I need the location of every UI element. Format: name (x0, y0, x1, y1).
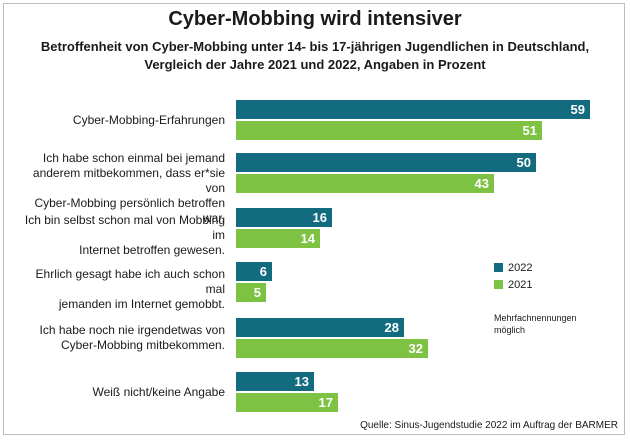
category-label-line: Weiß nicht/keine Angabe (92, 384, 225, 399)
bar-2022 (236, 372, 314, 391)
bar-2022 (236, 208, 332, 227)
bar-2022 (236, 100, 590, 119)
bar-2021 (236, 283, 266, 302)
bar-2022 (236, 153, 536, 172)
category-label: Ich bin selbst schon mal von Mobbing im I… (15, 213, 225, 258)
category-label-line: Ich bin selbst schon mal von Mobbing im (24, 213, 225, 242)
category-label-line: anderem mitbekommen, dass er*sie von (32, 165, 225, 195)
legend-swatch-2021 (494, 280, 503, 289)
bar-value-label: 6 (259, 264, 267, 279)
bar-value-label: 13 (294, 374, 309, 389)
legend-item-2021: 2021 (494, 279, 532, 291)
bar-2021 (236, 393, 338, 412)
bar-value-label: 5 (253, 285, 261, 300)
category-label: Ich habe schon einmal bei jemand anderem … (15, 151, 225, 226)
category-label-line: jemanden im Internet gemobbt. (58, 297, 225, 311)
bar-value-label: 50 (516, 155, 531, 170)
bar-value-label: 28 (384, 320, 399, 335)
bar-value-label: 32 (408, 341, 423, 356)
legend-label-2021: 2021 (508, 279, 533, 291)
bar-2021 (236, 174, 494, 193)
subtitle-line-1: Betroffenheit von Cyber-Mobbing unter 14… (40, 39, 590, 54)
bar-2022 (236, 262, 272, 281)
subtitle-line-2: Vergleich der Jahre 2021 und 2022, Angab… (144, 57, 486, 72)
bar-value-label: 17 (318, 395, 333, 410)
legend-label-2022: 2022 (508, 262, 533, 274)
source-note: Quelle: Sinus-Jugendstudie 2022 im Auftr… (360, 420, 618, 431)
bar-2021 (236, 339, 428, 358)
bar-value-label: 16 (312, 210, 327, 225)
category-label-line: Ich habe noch nie irgendetwas von (39, 323, 225, 337)
category-label-line: Ich habe schon einmal bei jemand (42, 150, 225, 165)
category-label: Cyber-Mobbing-Erfahrungen (15, 113, 225, 128)
bar-2021 (236, 121, 542, 140)
footnote-multiple-answers: Mehrfachnennungen möglich (494, 312, 594, 336)
category-label-line: Ehrlich gesagt habe ich auch schon mal (35, 267, 225, 296)
bar-2021 (236, 229, 320, 248)
legend-item-2022: 2022 (494, 262, 532, 274)
footnote-line-1: Mehrfachnennungen (494, 313, 577, 323)
bar-value-label: 59 (570, 102, 585, 117)
category-label-line: Cyber-Mobbing-Erfahrungen (72, 112, 225, 127)
category-label-line: Internet betroffen gewesen. (79, 243, 225, 257)
chart-subtitle: Betroffenheit von Cyber-Mobbing unter 14… (20, 38, 610, 74)
bar-value-label: 14 (300, 231, 315, 246)
category-label-line: Cyber-Mobbing persönlich betroffen war. (34, 195, 225, 225)
bar-value-label: 43 (474, 176, 489, 191)
footnote-line-2: möglich (494, 325, 526, 335)
category-label: Ehrlich gesagt habe ich auch schon mal je… (15, 267, 225, 312)
bar-value-label: 51 (522, 123, 537, 138)
category-label-line: Cyber-Mobbing mitbekommen. (60, 338, 225, 352)
legend-swatch-2022 (494, 263, 503, 272)
category-label: Ich habe noch nie irgendetwas von Cyber-M… (15, 323, 225, 353)
bar-2022 (236, 318, 404, 337)
chart-title: Cyber-Mobbing wird intensiver (168, 8, 462, 30)
category-label: Weiß nicht/keine Angabe (15, 385, 225, 400)
